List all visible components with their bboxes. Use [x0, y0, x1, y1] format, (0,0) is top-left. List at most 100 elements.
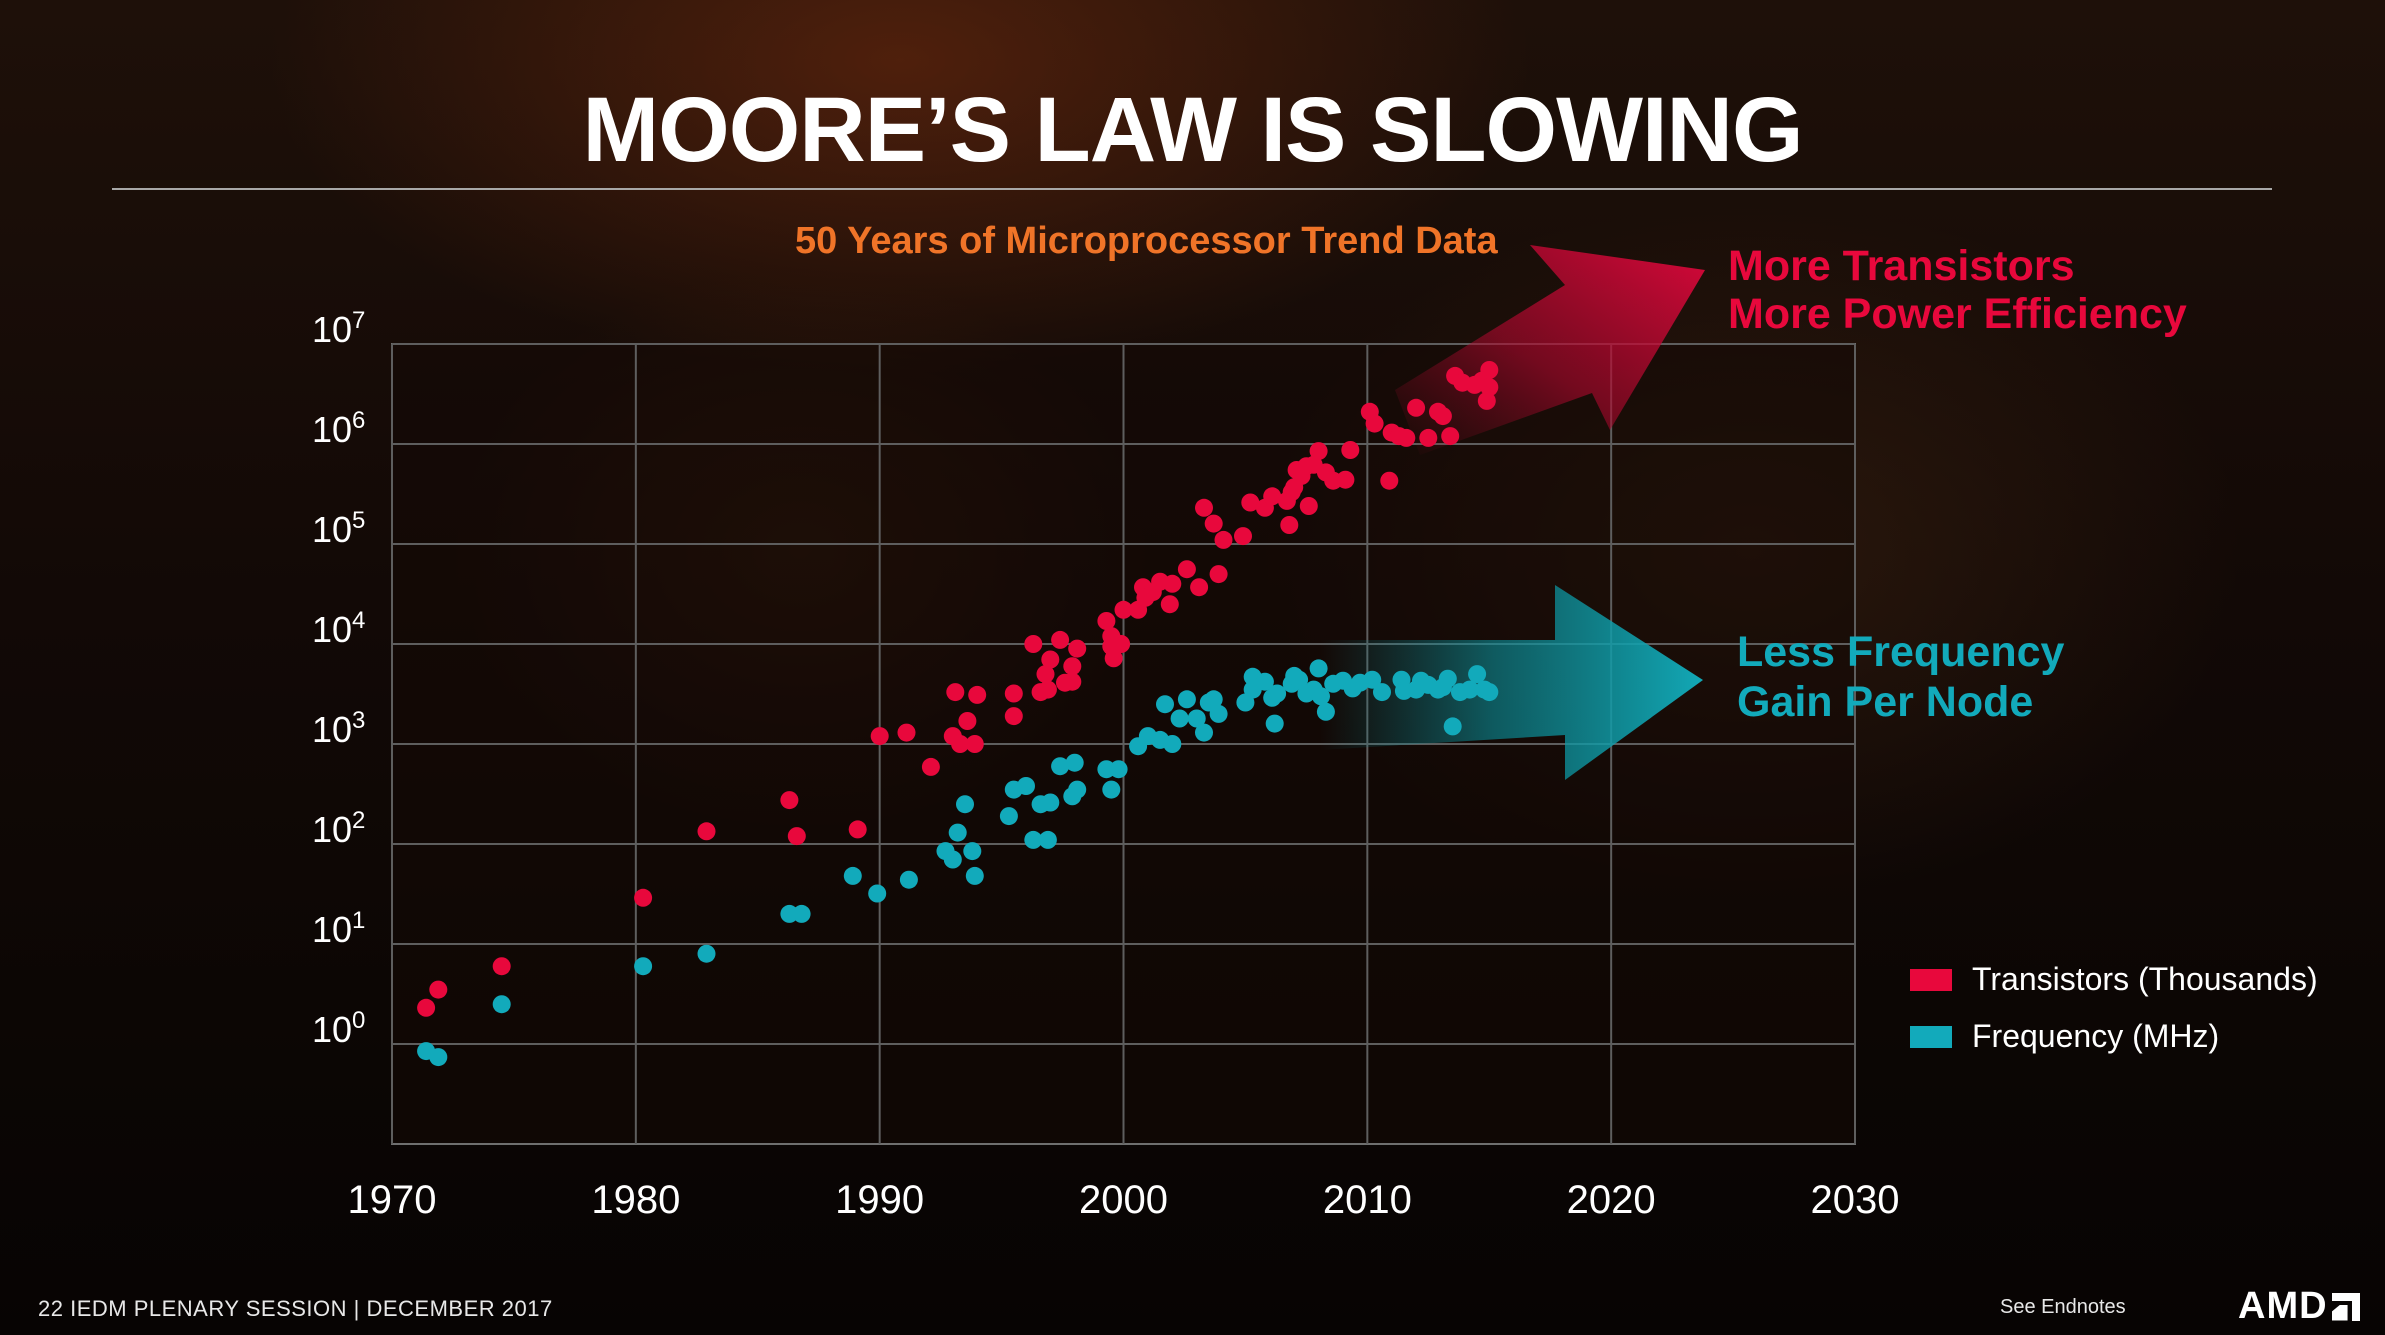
- data-point: [1316, 702, 1335, 721]
- data-point: [1433, 407, 1452, 426]
- data-point: [897, 723, 916, 742]
- data-point: [965, 866, 984, 885]
- data-point: [1363, 670, 1382, 689]
- data-point: [1234, 527, 1252, 546]
- data-point: [1255, 672, 1274, 691]
- data-point: [963, 842, 982, 861]
- y-tick-label-0: 100: [312, 1007, 365, 1050]
- data-point: [780, 791, 799, 810]
- frequency-trend-arrow: [1320, 585, 1703, 780]
- data-point: [1214, 530, 1233, 549]
- data-point: [787, 827, 806, 846]
- annotation-transistors-line-2: More Power Efficiency: [1728, 290, 2187, 338]
- data-point: [634, 888, 653, 907]
- data-point: [1156, 695, 1174, 714]
- data-point: [1041, 650, 1060, 669]
- footer-session: 22 IEDM PLENARY SESSION | DECEMBER 2017: [38, 1296, 553, 1321]
- data-point: [1038, 680, 1057, 699]
- series-transistors: [417, 361, 1499, 1017]
- data-point: [1477, 391, 1496, 410]
- y-tick-label-7: 107: [312, 307, 365, 350]
- data-point: [1114, 600, 1133, 619]
- x-tick-label-1970: 1970: [348, 1178, 437, 1222]
- data-point: [1051, 757, 1070, 776]
- data-point: [1195, 498, 1213, 517]
- data-point: [1441, 427, 1460, 446]
- data-point: [921, 757, 940, 776]
- data-point: [1365, 414, 1384, 433]
- data-point: [1468, 665, 1487, 684]
- data-point: [999, 807, 1018, 826]
- title-divider: [112, 188, 2272, 190]
- data-point: [1397, 428, 1416, 447]
- data-point: [1024, 830, 1043, 849]
- amd-logo: AMD: [2238, 1285, 2360, 1328]
- data-point: [1051, 630, 1070, 649]
- data-point: [1177, 560, 1196, 579]
- data-point: [1160, 595, 1179, 614]
- data-point: [1163, 574, 1182, 593]
- data-point: [899, 870, 918, 889]
- y-tick-label-1: 101: [312, 907, 365, 950]
- series-frequency: [417, 659, 1499, 1067]
- data-point: [1280, 516, 1299, 534]
- data-point: [1204, 514, 1223, 533]
- data-point: [1209, 565, 1228, 584]
- annotation-frequency-line-1: Less Frequency: [1737, 628, 2064, 676]
- amd-arrow-icon: [2331, 1292, 2360, 1321]
- y-tick-label-4: 104: [312, 607, 365, 650]
- data-point: [1380, 471, 1399, 490]
- data-point: [1065, 753, 1084, 772]
- data-point: [1336, 470, 1355, 489]
- legend-swatch-transistors: [1910, 969, 1952, 991]
- x-tick-label-2030: 2030: [1811, 1178, 1900, 1222]
- annotation-transistors-line-1: More Transistors: [1728, 242, 2075, 290]
- data-point: [848, 820, 867, 839]
- data-point: [1373, 683, 1391, 702]
- data-point: [956, 795, 974, 814]
- data-point: [951, 735, 970, 753]
- y-tick-label-6: 106: [312, 407, 365, 450]
- data-point: [1068, 639, 1087, 658]
- legend-label-transistors: Transistors (Thousands): [1972, 961, 2318, 997]
- data-point: [1017, 777, 1035, 795]
- data-point: [792, 904, 811, 923]
- data-point: [965, 735, 984, 753]
- data-point: [1241, 493, 1260, 512]
- data-point: [948, 823, 967, 842]
- data-point: [1290, 670, 1309, 689]
- chart-title: 50 Years of Microprocessor Trend Data: [795, 220, 1498, 262]
- data-point: [1187, 709, 1206, 728]
- data-point: [1068, 780, 1087, 799]
- data-point: [1312, 687, 1330, 706]
- data-point: [1299, 497, 1318, 515]
- x-tick-label-1990: 1990: [835, 1178, 924, 1222]
- data-point: [943, 850, 962, 869]
- data-point: [492, 995, 511, 1014]
- data-point: [1480, 361, 1499, 379]
- annotation-frequency-line-2: Gain Per Node: [1737, 678, 2033, 726]
- data-point: [1177, 690, 1196, 709]
- x-tick-label-2000: 2000: [1079, 1178, 1168, 1222]
- y-tick-label-3: 103: [312, 707, 365, 750]
- data-point: [1004, 707, 1023, 726]
- data-point: [946, 683, 965, 702]
- data-point: [1097, 612, 1116, 630]
- data-point: [634, 957, 653, 976]
- logo-text: AMD: [2238, 1285, 2328, 1327]
- data-point: [1038, 830, 1057, 849]
- data-point: [1309, 442, 1328, 461]
- legend-label-frequency: Frequency (MHz): [1972, 1018, 2219, 1054]
- x-tick-label-1980: 1980: [591, 1178, 680, 1222]
- data-point: [1112, 635, 1131, 653]
- data-point: [1341, 441, 1360, 459]
- transistors-trend-arrow: [1395, 245, 1705, 455]
- data-point: [1480, 683, 1499, 702]
- data-point: [492, 957, 511, 976]
- data-point: [958, 712, 977, 730]
- data-point: [1163, 735, 1182, 753]
- y-tick-label-5: 105: [312, 507, 365, 550]
- data-point: [1407, 398, 1426, 417]
- data-point: [1265, 714, 1284, 733]
